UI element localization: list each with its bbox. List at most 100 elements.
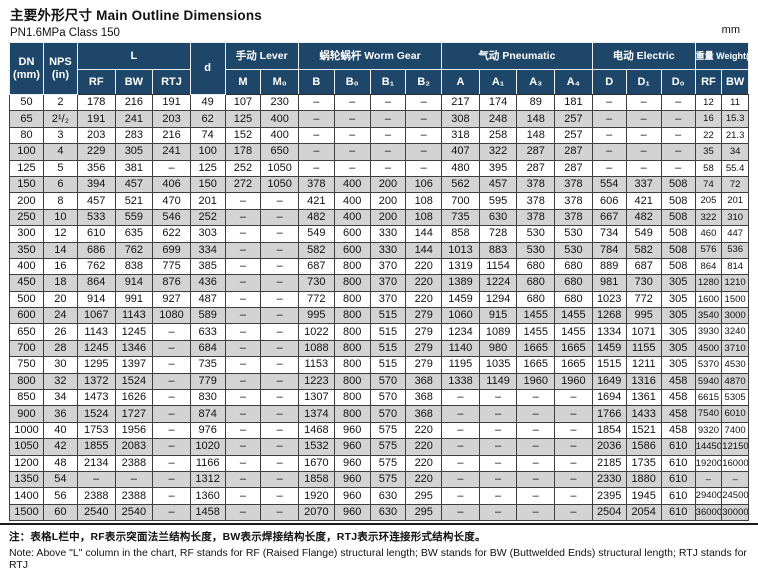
table-cell: 191 xyxy=(76,110,116,128)
table-cell: – xyxy=(224,421,262,440)
table-cell: 203 xyxy=(152,110,191,128)
table-cell: 40 xyxy=(42,421,78,440)
table-cell: – xyxy=(591,126,627,145)
table-row: 65 2¹/₂ 191 241 203 62 125 400– – – –308 248 148 257–… xyxy=(9,110,749,128)
table-cell: 508 xyxy=(660,225,696,243)
table-cell: 50 xyxy=(9,93,44,112)
table-cell: 1089 xyxy=(478,323,518,341)
column-header: M₀ xyxy=(260,69,299,95)
table-cell: 458 xyxy=(660,389,696,407)
table-cell: 10 xyxy=(42,208,78,227)
table-cell: 258 xyxy=(478,126,518,145)
table-cell: 1350 xyxy=(9,470,44,489)
table-cell: 378 xyxy=(297,175,335,194)
table-cell: 530 xyxy=(516,225,556,243)
table-cell: 5370 xyxy=(694,356,723,374)
group-header-row: DN (mm) NPS (in) L d 手动 Lever 蜗轮蜗杆 Worm Ge… xyxy=(9,42,750,95)
table-cell: 400 xyxy=(260,110,299,128)
table-cell: 1022 xyxy=(297,323,335,341)
table-cell: 508 xyxy=(660,241,696,259)
table-cell: 1649 xyxy=(591,372,627,391)
table-cell: 272 xyxy=(224,175,262,194)
col-group-pneumatic: 气动 Pneumatic xyxy=(441,42,593,70)
table-cell: 216 xyxy=(114,93,154,112)
table-cell: 305 xyxy=(660,356,696,374)
table-cell: – xyxy=(591,110,627,128)
table-cell: – xyxy=(660,143,696,161)
table-cell: 1854 xyxy=(591,421,627,440)
table-cell: 421 xyxy=(297,192,335,210)
table-cell: 30000 xyxy=(721,503,749,522)
table-cell: 606 xyxy=(591,192,627,210)
column-header: RF xyxy=(76,69,116,95)
table-cell: – xyxy=(478,470,518,489)
table-cell: – xyxy=(554,454,593,472)
table-cell: 30 xyxy=(42,356,78,374)
table-cell: 800 xyxy=(333,290,371,309)
table-cell: 1361 xyxy=(625,389,662,407)
table-cell: 2 xyxy=(42,93,78,112)
table-cell: 201 xyxy=(721,192,749,210)
table-cell: 1753 xyxy=(76,421,116,440)
table-cell: – xyxy=(405,143,443,161)
table-cell: – xyxy=(224,241,262,259)
table-cell: 65 xyxy=(9,110,44,128)
table-cell: 295 xyxy=(405,487,443,505)
table-cell: 1455 xyxy=(554,323,593,341)
table-row: 700 28 1245 1346–684– –1088 800 515 279 1140 980 1… xyxy=(9,339,749,358)
table-cell: 385 xyxy=(189,257,226,276)
table-cell: – xyxy=(297,159,335,177)
table-cell: 107 xyxy=(224,93,262,112)
table-cell: 216 xyxy=(152,126,191,145)
table-cell: – xyxy=(721,470,749,489)
table-cell: 680 xyxy=(516,274,556,292)
table-cell: 2540 xyxy=(76,503,116,522)
table-cell: – xyxy=(405,93,443,112)
table-cell: 508 xyxy=(660,257,696,276)
column-header: A₁ xyxy=(478,69,518,95)
table-cell: 570 xyxy=(369,389,407,407)
table-cell: 450 xyxy=(9,274,44,292)
table-cell: 515 xyxy=(369,307,407,325)
table-cell: – xyxy=(516,389,556,407)
table-cell: 6 xyxy=(42,175,78,194)
table-cell: 1665 xyxy=(516,356,556,374)
table-cell: 1670 xyxy=(297,454,335,472)
table-cell: 2185 xyxy=(591,454,627,472)
table-cell: 874 xyxy=(189,405,226,423)
table-cell: 1319 xyxy=(441,257,480,276)
table-cell: 106 xyxy=(405,175,443,194)
table-cell: – xyxy=(224,470,262,489)
table-cell: 2070 xyxy=(297,503,335,522)
table-cell: 1586 xyxy=(625,438,662,456)
table-cell: – xyxy=(152,421,191,440)
table-cell: – xyxy=(625,143,662,161)
table-cell: 549 xyxy=(297,225,335,243)
table-cell: 1143 xyxy=(76,323,116,341)
table-cell: – xyxy=(224,454,262,472)
column-header: A₄ xyxy=(554,69,593,95)
table-cell: – xyxy=(260,257,299,276)
table-cell: 575 xyxy=(369,438,407,456)
col-group-lever: 手动 Lever xyxy=(224,42,299,70)
table-cell: 1468 xyxy=(297,421,335,440)
table-cell: 178 xyxy=(76,93,116,112)
table-row: 1000 40 1753 1956–976– –1468 960 575 220– – – –185… xyxy=(9,421,749,440)
table-cell: – xyxy=(441,389,480,407)
table-cell: 1374 xyxy=(297,405,335,423)
table-cell: 305 xyxy=(660,323,696,341)
table-cell: 1433 xyxy=(625,405,662,423)
footer-divider xyxy=(0,523,758,526)
table-cell: 1455 xyxy=(516,307,556,325)
table-cell: 14450 xyxy=(694,438,723,456)
table-cell: – xyxy=(441,438,480,456)
table-row: 650 26 1143 1245–633– –1022 800 515 279 1234 1089… xyxy=(9,323,749,341)
table-cell: 1766 xyxy=(591,405,627,423)
table-row: 150 6 394 457 406 150 272 1050 378 400 200 106 562 45… xyxy=(9,175,749,194)
table-cell: 1224 xyxy=(478,274,518,292)
table-cell: 42 xyxy=(42,438,78,456)
table-cell: 35 xyxy=(694,143,723,161)
table-cell: 728 xyxy=(478,225,518,243)
table-cell: 1080 xyxy=(152,307,191,325)
table-cell: 1050 xyxy=(9,438,44,456)
